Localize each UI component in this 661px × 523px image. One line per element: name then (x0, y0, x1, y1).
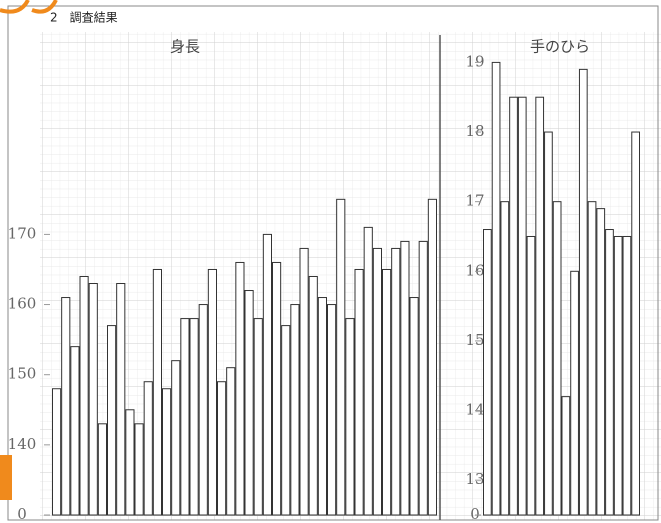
bar (190, 319, 198, 515)
bar (492, 62, 500, 515)
bar (80, 276, 88, 515)
bar (428, 199, 436, 515)
bar (153, 269, 161, 515)
header: 2 調査結果 (50, 11, 118, 25)
bar (392, 248, 400, 515)
y-tick-label: 140 (8, 435, 37, 453)
bar (172, 361, 180, 515)
bar (606, 230, 614, 515)
bar (373, 248, 381, 515)
bar (62, 298, 70, 515)
page: {"header": "2 調査結果", "chart_data": [ {"t… (0, 0, 661, 523)
bar (510, 97, 518, 515)
bar (126, 410, 134, 515)
chart-title: 手のひら (530, 38, 590, 56)
bar (419, 241, 427, 515)
y-tick-label: 18 (465, 122, 484, 140)
chart: 2 調査結果 身長 手のひら 0 140 150 160 170 0 13 14 15 16 17 1… (0, 0, 661, 523)
y-tick-label: 170 (8, 224, 37, 242)
bar (410, 298, 418, 515)
bar (199, 305, 207, 515)
y-tick-label: 13 (465, 470, 484, 488)
bar (273, 262, 281, 515)
bar (355, 269, 363, 515)
bar (89, 284, 97, 515)
bar (632, 132, 640, 515)
bar (163, 389, 171, 515)
bar (117, 284, 125, 515)
bar (208, 269, 216, 515)
bar (571, 271, 579, 515)
y-tick-label: 150 (8, 365, 37, 383)
bar (263, 234, 271, 515)
bar (553, 202, 561, 515)
bar (254, 319, 262, 515)
bar (108, 326, 116, 515)
bar (527, 236, 535, 515)
bar (588, 202, 596, 515)
bar (518, 97, 526, 515)
bar (623, 236, 631, 515)
bar (401, 241, 409, 515)
bar (227, 368, 235, 515)
bar (98, 424, 106, 515)
y-tick-label: 160 (8, 295, 37, 313)
bar (181, 319, 189, 515)
bar (484, 230, 492, 515)
bar (501, 202, 509, 515)
bar (318, 298, 326, 515)
bar (337, 199, 345, 515)
y-tick-label: 19 (465, 52, 484, 70)
chart-title: 身長 (170, 38, 200, 56)
bar (562, 397, 570, 515)
bar (282, 326, 290, 515)
bar (309, 276, 317, 515)
bar (597, 209, 605, 515)
bar (245, 291, 253, 515)
bar (364, 227, 372, 515)
bar (291, 305, 299, 515)
bar (135, 424, 143, 515)
y-tick-label: 15 (465, 331, 484, 349)
bar (614, 236, 622, 515)
bar (218, 382, 226, 515)
bar (71, 347, 79, 515)
y-tick-label: 14 (465, 401, 484, 419)
bar (383, 269, 391, 515)
decoration (0, 455, 12, 500)
y-tick-label: 16 (465, 261, 484, 279)
y-tick-label: 0 (470, 505, 480, 523)
bar (328, 305, 336, 515)
bar (144, 382, 152, 515)
y-tick-label: 17 (465, 192, 484, 210)
bar (300, 248, 308, 515)
bar (346, 319, 354, 515)
bar (545, 132, 553, 515)
bar (236, 262, 244, 515)
bar (536, 97, 544, 515)
bar (579, 69, 587, 515)
bar (53, 389, 61, 515)
y-tick-label: 0 (17, 505, 27, 523)
